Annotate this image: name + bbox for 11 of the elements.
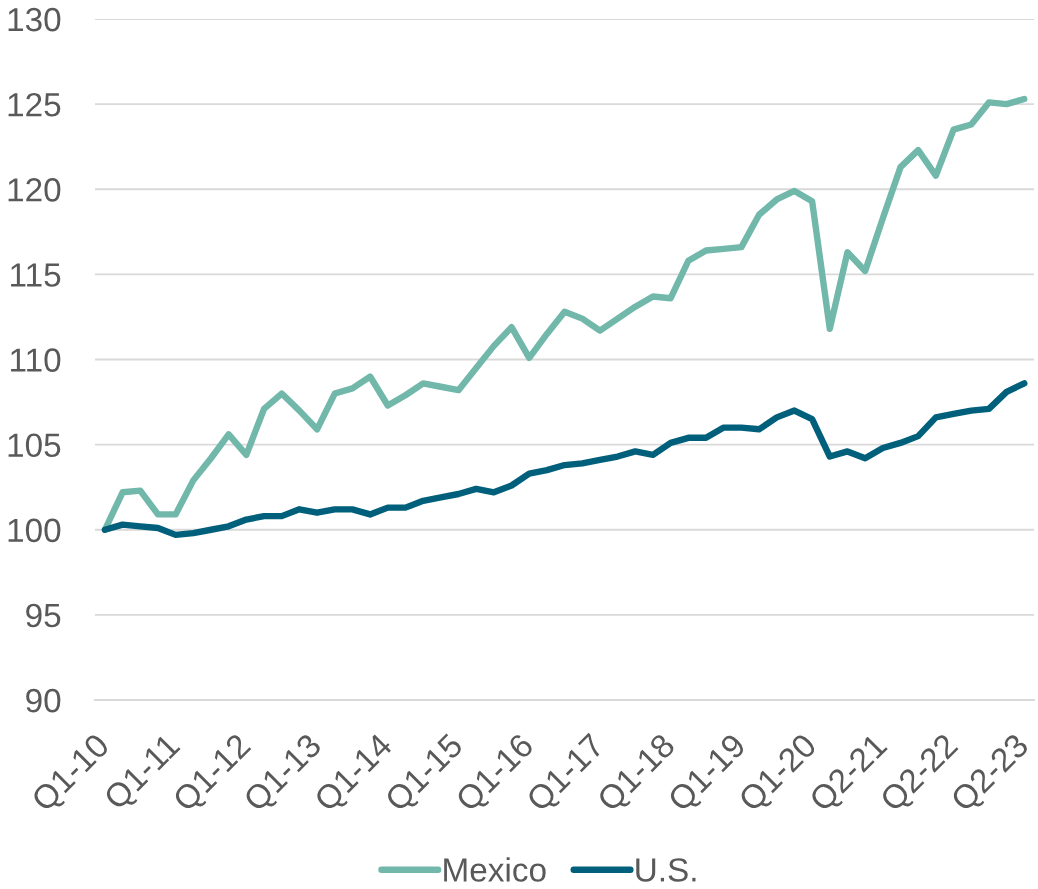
y-tick-label: 105 [8, 433, 61, 458]
legend-label: U.S. [636, 858, 696, 882]
legend-label: Mexico [444, 857, 546, 882]
y-tick-label: 115 [11, 263, 61, 287]
y-tick-label: 110 [11, 348, 61, 372]
y-tick-label: 130 [8, 7, 61, 32]
y-tick-label: 120 [8, 178, 61, 202]
y-tick-label: 100 [8, 518, 61, 543]
y-tick-label: 125 [8, 92, 61, 117]
y-tick-label: 90 [26, 688, 61, 713]
y-tick-label: 95 [26, 603, 61, 628]
